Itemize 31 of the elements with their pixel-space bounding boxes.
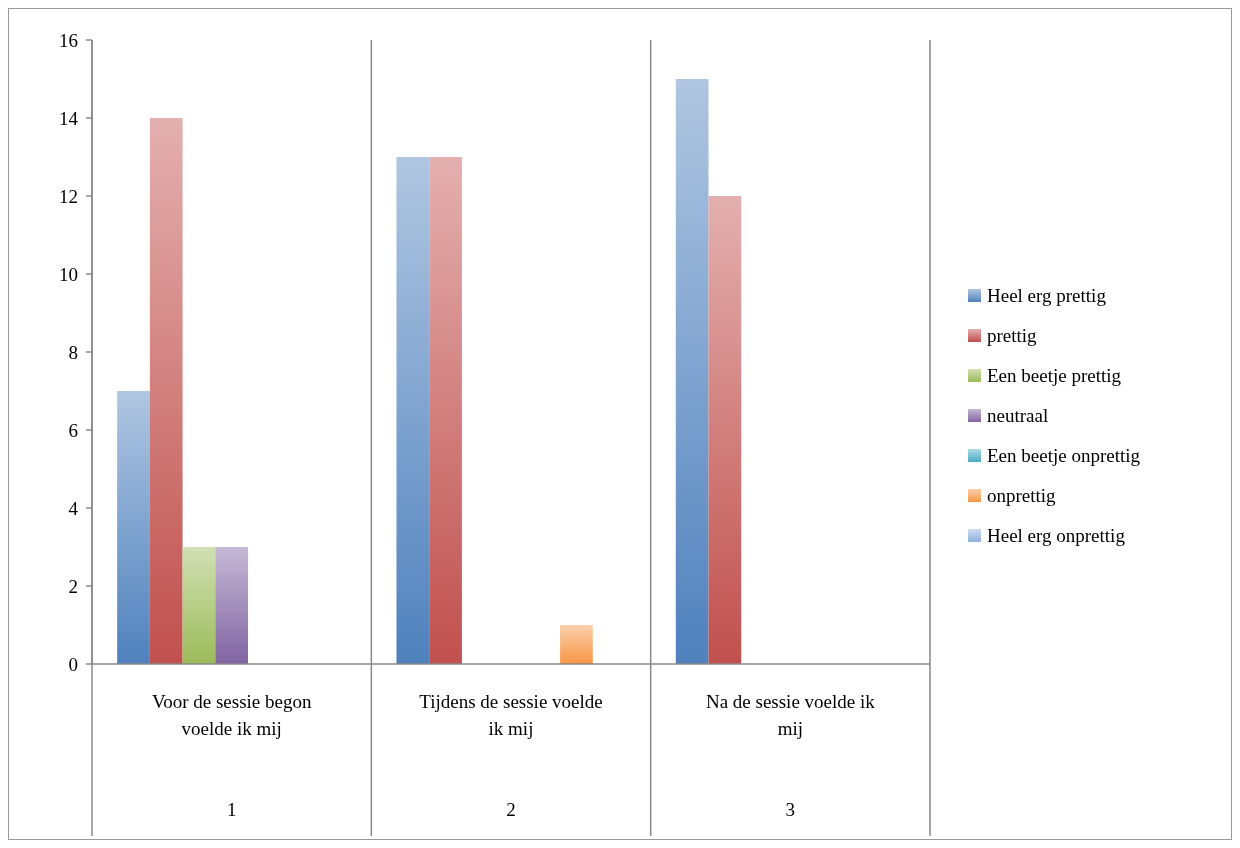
- y-tick-label: 12: [59, 185, 78, 207]
- text: 2: [506, 799, 516, 820]
- bar: [396, 157, 430, 664]
- x-tick-label: Voor de sessie begon voelde ik mij: [151, 691, 312, 739]
- legend-label: Heel erg onprettig: [987, 524, 1126, 546]
- legend-label: prettig: [987, 324, 1038, 346]
- legend-label: Heel erg prettig: [987, 284, 1107, 306]
- bar: [215, 547, 249, 664]
- y-tick-label: 10: [59, 263, 78, 285]
- legend-label: Een beetje onprettig: [987, 444, 1141, 466]
- text: 3: [785, 799, 796, 820]
- y-tick-label: 0: [68, 653, 78, 675]
- y-tick-label: 6: [68, 419, 78, 441]
- bar: [560, 625, 593, 664]
- legend-label: Een beetje prettig: [987, 364, 1122, 386]
- y-tick-label: 14: [59, 107, 79, 129]
- bar: [149, 118, 183, 664]
- x-tick-label: Na de sessie voelde ik mij: [705, 691, 876, 739]
- y-tick-label: 8: [68, 341, 78, 363]
- bar: [675, 79, 709, 664]
- y-tick-label: 4: [68, 497, 79, 519]
- legend-label: neutraal: [987, 404, 1049, 426]
- y-tick-label: 16: [59, 29, 78, 51]
- bar: [429, 157, 462, 664]
- legend-label: onprettig: [987, 484, 1057, 506]
- bar: [182, 547, 216, 664]
- bar: [708, 196, 742, 664]
- x-tick-label: Tijdens de sessie voelde ik mij: [419, 691, 603, 739]
- bar: [117, 391, 150, 664]
- text: 1: [226, 799, 237, 820]
- y-tick-label: 2: [68, 575, 78, 597]
